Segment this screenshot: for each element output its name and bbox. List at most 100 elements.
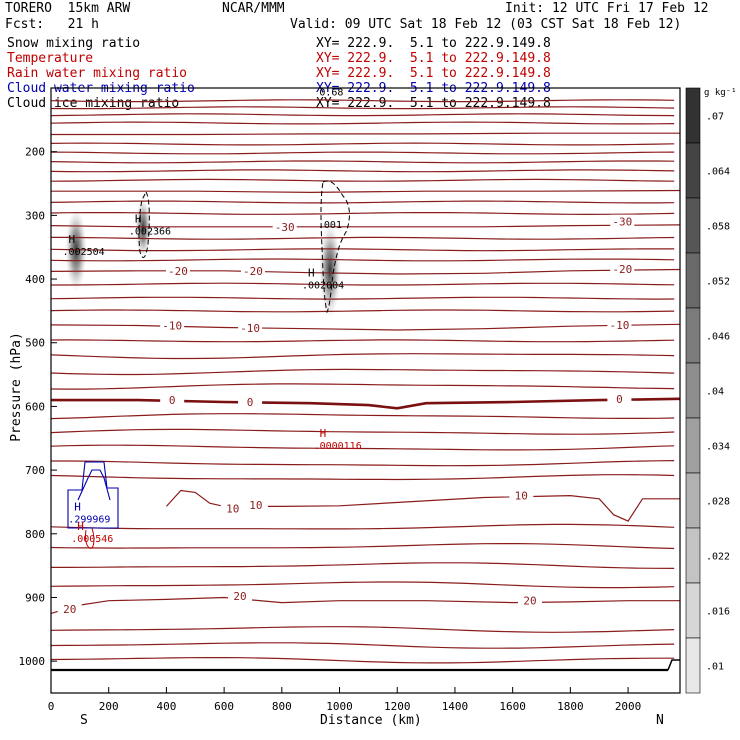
isotherm-label: 10 bbox=[249, 499, 262, 512]
isotherm-line bbox=[50, 169, 675, 173]
cloud-water-contour-inner bbox=[77, 469, 111, 501]
isotherm-line bbox=[50, 200, 675, 204]
isotherm-line bbox=[50, 383, 675, 390]
valid-time: Valid: 09 UTC Sat 18 Feb 12 (03 CST Sat … bbox=[290, 17, 682, 32]
isotherm-line bbox=[51, 460, 675, 467]
isotherm-label: 0 bbox=[616, 393, 623, 406]
x-tick-label: 400 bbox=[156, 700, 176, 713]
label-mask bbox=[57, 601, 82, 614]
label-mask bbox=[227, 589, 252, 602]
endpoint-south: S bbox=[80, 713, 88, 728]
isotherm-label: 20 bbox=[523, 595, 536, 608]
isotherm-10 bbox=[165, 489, 680, 522]
isotherm-line bbox=[50, 106, 675, 110]
x-tick-label: 1600 bbox=[499, 700, 526, 713]
isotherm-label: -30 bbox=[612, 216, 632, 229]
isotherm-label: 10 bbox=[226, 502, 239, 515]
x-tick-label: 1000 bbox=[326, 700, 353, 713]
isotherm-0 bbox=[51, 397, 681, 410]
isotherm-line bbox=[50, 656, 675, 664]
x-tick-label: 2000 bbox=[615, 700, 642, 713]
snow-shading-3 bbox=[319, 222, 341, 318]
maximum-marker: H bbox=[308, 267, 315, 280]
isotherm-line bbox=[50, 581, 675, 589]
isotherm-line bbox=[50, 474, 675, 481]
maximum-marker: H bbox=[320, 427, 327, 440]
isotherm-line bbox=[50, 113, 675, 117]
isotherm--10 bbox=[50, 323, 681, 331]
isotherm-line bbox=[50, 121, 675, 125]
maximum-value: .002504 bbox=[63, 247, 105, 258]
colorbar-tick-label: .064 bbox=[706, 167, 730, 178]
field-temperature-label: Temperature bbox=[7, 51, 94, 66]
colorbar-tick-label: .034 bbox=[706, 442, 730, 453]
label-mask bbox=[272, 219, 297, 232]
colorbar-segment bbox=[685, 252, 701, 309]
isotherm-line bbox=[50, 428, 675, 435]
center-label: NCAR/MMM bbox=[222, 1, 285, 16]
colorbar-segment bbox=[685, 307, 701, 364]
colorbar-segment bbox=[685, 637, 701, 694]
isotherm-line bbox=[50, 523, 675, 530]
maximum-value: .000546 bbox=[71, 534, 113, 545]
y-tick-label: 200 bbox=[25, 146, 45, 159]
colorbar-tick-label: .04 bbox=[706, 387, 724, 398]
cloud-water-contour bbox=[67, 461, 119, 529]
colorbar-segment bbox=[685, 582, 701, 639]
isotherm-line bbox=[50, 368, 675, 376]
maximum-value: .0000116 bbox=[314, 441, 362, 452]
isotherm-label: -10 bbox=[162, 320, 182, 333]
colorbar-segment bbox=[685, 87, 701, 144]
isotherm-line bbox=[50, 212, 675, 216]
colorbar-segment bbox=[685, 142, 701, 199]
isotherm-line bbox=[50, 626, 675, 633]
x-tick-label: 800 bbox=[272, 700, 292, 713]
y-tick-label: 600 bbox=[25, 400, 45, 413]
isotherm-line bbox=[50, 339, 675, 343]
y-axis-title: Pressure (hPa) bbox=[9, 332, 24, 442]
maximum-marker: H bbox=[74, 500, 81, 513]
isotherm-line bbox=[50, 99, 675, 103]
colorbar-segment bbox=[685, 527, 701, 584]
field-snow-xy: XY= 222.9. 5.1 to 222.9.149.8 bbox=[316, 36, 551, 51]
label-mask bbox=[610, 214, 635, 227]
isotherm-label: 10 bbox=[515, 490, 528, 503]
maximum-marker: H bbox=[77, 520, 84, 533]
colorbar-segment bbox=[685, 472, 701, 529]
isotherm-label: -20 bbox=[168, 265, 188, 278]
field-snow-label: Snow mixing ratio bbox=[7, 36, 141, 51]
isotherm-line bbox=[50, 444, 675, 451]
forecast-hour: Fcst: 21 h bbox=[5, 17, 99, 32]
label-mask bbox=[240, 263, 265, 276]
colorbar-tick-label: .07 bbox=[706, 112, 724, 123]
field-rain-xy: XY= 222.9. 5.1 to 222.9.149.8 bbox=[316, 66, 551, 81]
isotherm--20 bbox=[50, 268, 681, 275]
maximum-value: .002004 bbox=[302, 281, 344, 292]
plot-frame bbox=[50, 87, 681, 694]
label-mask bbox=[243, 498, 268, 511]
init-time: Init: 12 UTC Fri 17 Feb 12 bbox=[505, 1, 709, 16]
field-cloudice-label: Cloud ice mixing ratio bbox=[7, 96, 180, 111]
y-tick-label: 500 bbox=[25, 337, 45, 350]
colorbar-tick-label: .028 bbox=[706, 497, 730, 508]
isotherm-label: 0 bbox=[169, 394, 176, 407]
isotherm-line bbox=[50, 178, 675, 182]
maximum-marker: H bbox=[69, 233, 76, 246]
isotherm-20 bbox=[50, 596, 680, 614]
label-mask bbox=[165, 263, 190, 276]
isotherm-line bbox=[50, 248, 675, 252]
field-temperature-xy: XY= 222.9. 5.1 to 222.9.149.8 bbox=[316, 51, 551, 66]
y-tick-label: 800 bbox=[25, 528, 45, 541]
colorbar-tick-label: .01 bbox=[706, 662, 724, 673]
isotherm-label: -10 bbox=[240, 322, 260, 335]
label-mask bbox=[607, 317, 632, 330]
y-tick-label: 400 bbox=[25, 273, 45, 286]
isotherm-line bbox=[50, 309, 675, 313]
y-tick-label: 300 bbox=[25, 209, 45, 222]
x-tick-label: 1400 bbox=[442, 700, 469, 713]
isotherm-label: -20 bbox=[612, 263, 632, 276]
maximum-value: 0.68 bbox=[319, 88, 343, 99]
colorbar-tick-label: .016 bbox=[706, 607, 730, 618]
x-tick-label: 600 bbox=[214, 700, 234, 713]
